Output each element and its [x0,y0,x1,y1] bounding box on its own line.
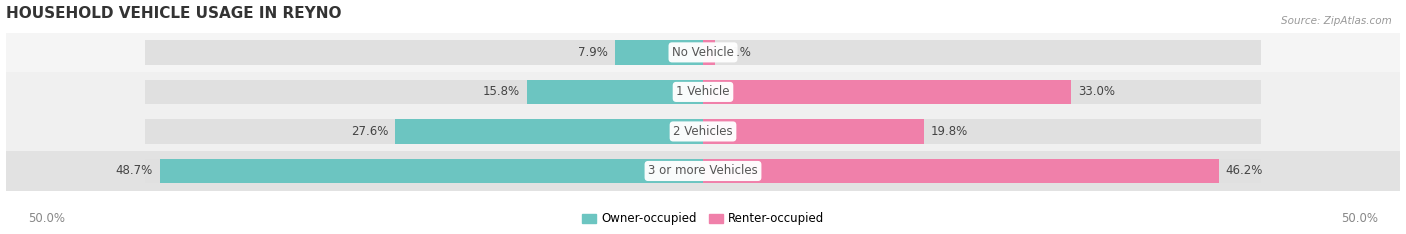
Text: 48.7%: 48.7% [115,165,153,177]
Text: 19.8%: 19.8% [931,125,967,138]
Text: 50.0%: 50.0% [1341,212,1378,225]
Bar [159,159,703,183]
Bar [6,151,1400,191]
Text: HOUSEHOLD VEHICLE USAGE IN REYNO: HOUSEHOLD VEHICLE USAGE IN REYNO [6,6,342,21]
Bar [145,119,703,144]
Bar [703,80,1261,104]
Bar [145,40,703,65]
Bar [145,159,703,183]
Text: 1.1%: 1.1% [721,46,752,59]
Bar [614,40,703,65]
Bar [703,119,1261,144]
Bar [6,72,1400,112]
Bar [145,80,703,104]
Bar [703,119,924,144]
Bar [703,40,716,65]
Bar [703,80,1071,104]
Text: 33.0%: 33.0% [1078,85,1115,99]
Text: 3 or more Vehicles: 3 or more Vehicles [648,165,758,177]
Text: 2 Vehicles: 2 Vehicles [673,125,733,138]
Text: No Vehicle: No Vehicle [672,46,734,59]
Bar [6,112,1400,151]
Text: 46.2%: 46.2% [1225,165,1263,177]
Bar [703,159,1261,183]
Text: 1 Vehicle: 1 Vehicle [676,85,730,99]
Text: 7.9%: 7.9% [578,46,609,59]
Bar [703,159,1219,183]
Text: 50.0%: 50.0% [28,212,65,225]
Bar [703,40,1261,65]
Text: 15.8%: 15.8% [482,85,520,99]
Bar [527,80,703,104]
Text: Source: ZipAtlas.com: Source: ZipAtlas.com [1281,16,1392,26]
Text: 27.6%: 27.6% [352,125,388,138]
Bar [395,119,703,144]
Legend: Owner-occupied, Renter-occupied: Owner-occupied, Renter-occupied [582,212,824,225]
Bar [6,33,1400,72]
